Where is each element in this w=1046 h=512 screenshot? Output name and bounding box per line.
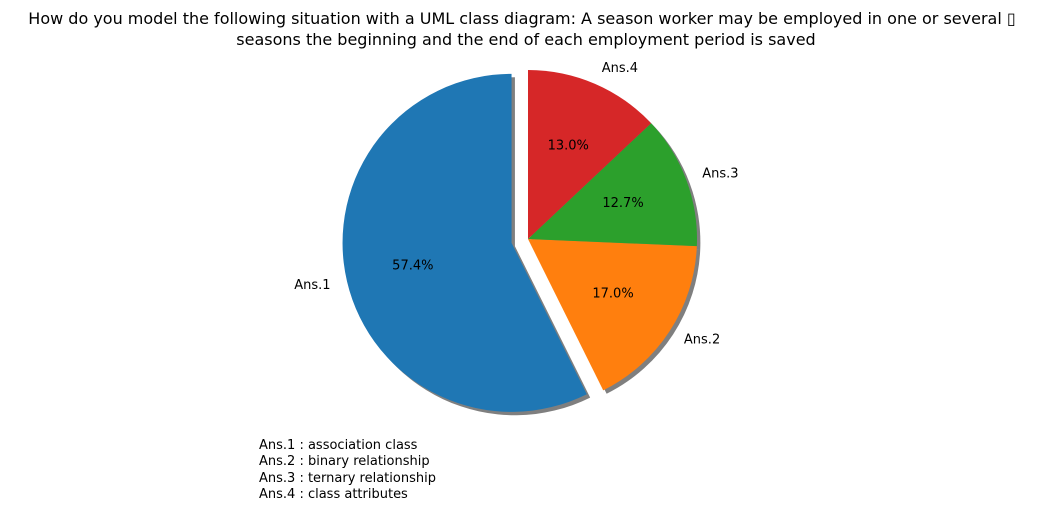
chart-title-line-2: seasons the beginning and the end of eac… [236,30,815,49]
slice-ans2 [528,239,697,391]
slice-percent-ans1: 57.4% [392,259,433,274]
slice-percent-ans4: 13.0% [548,138,589,153]
slice-label-ans3: Ans.3 [702,167,738,182]
slice-label-ans4: Ans.4 [602,61,638,76]
slice-label-ans2: Ans.2 [684,333,720,348]
slice-percent-ans3: 12.7% [602,196,643,211]
slice-label-ans1: Ans.1 [294,278,330,293]
pie-labels: Ans.1 57.4% Ans.2 17.0% Ans.3 12.7% Ans.4 13.0% [294,61,738,348]
note-ans1: Ans.1 : association class [259,438,418,453]
note-ans4: Ans.4 : class attributes [259,486,408,502]
answer-notes: Ans.1 : association class Ans.2 : binary… [259,438,436,503]
slice-percent-ans2: 17.0% [592,287,633,302]
note-ans3: Ans.3 : ternary relationship [259,470,436,486]
slice-ans3 [528,123,697,247]
note-ans2: Ans.2 : binary relationship [259,454,430,470]
slice-ans1 [342,73,587,412]
slice-ans4 [528,70,652,239]
chart-title-line-1: How do you model the following situation… [28,9,1015,28]
pie-slices [342,70,697,412]
